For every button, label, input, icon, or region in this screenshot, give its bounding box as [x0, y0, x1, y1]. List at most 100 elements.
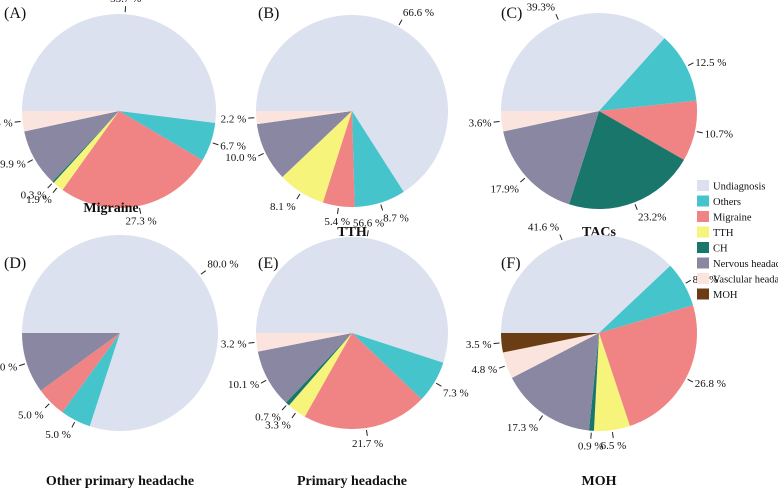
slice-undiagnosis [256, 14, 448, 192]
legend-item-moh: MOH [697, 288, 738, 301]
slice-ch [285, 333, 352, 406]
legend-swatch [697, 242, 709, 253]
chart-title: Migraine [83, 201, 138, 216]
slice-label-others: 12.5 % [695, 57, 726, 69]
panel-label: (A) [4, 5, 26, 22]
slice-vascular [502, 333, 599, 378]
legend: Undiagnosis Others Migraine TTH CH Nervous he… [697, 180, 778, 301]
slice-label-migraine: 27.3 % [126, 216, 157, 228]
label-tick-nervous [27, 159, 34, 164]
label-tick-others [685, 279, 692, 284]
slice-others [352, 333, 444, 400]
slice-label-undiagnosis: 80.0 % [207, 259, 238, 271]
slice-vascular [22, 111, 119, 132]
slice-ch [569, 111, 684, 210]
slice-vascular [256, 111, 352, 125]
slice-label-ch: 0.9 % [578, 441, 604, 453]
legend-item-ch: CH [697, 242, 728, 255]
slice-nervous [257, 333, 352, 403]
legend-swatch [697, 257, 709, 269]
slice-label-nervous: 9.9 % [0, 159, 26, 171]
label-tick-others [71, 421, 76, 428]
legend-swatch [697, 226, 709, 238]
legend-swatch [697, 273, 709, 284]
slice-label-others: 6.7 % [220, 141, 246, 153]
slice-label-tth: 6.5 % [601, 440, 627, 452]
legend-item-tth: TTH [697, 226, 734, 239]
slice-label-nervous: 10.0 % [225, 152, 256, 164]
pie-chart-other-primary-headache: 80.0 % 5.0 %5.0 % 10.0 % (D) Other primary h… [0, 234, 239, 489]
legend-swatch [697, 211, 709, 222]
label-tick-nervous [19, 363, 26, 367]
label-tick-ch [634, 204, 638, 211]
slice-label-migraine: 5.0 % [18, 409, 44, 421]
label-tick-nervous [260, 379, 267, 384]
panel-label: (E) [258, 255, 278, 272]
panel-label: (B) [258, 5, 279, 22]
pie-panels: 53.7 % 6.7 % 27.3 % 1.9 %0.3 % 9.9 % 3.5 % (A)… [0, 0, 733, 489]
legend-label: Migraine [713, 213, 752, 224]
slice-label-vascular: 3.6% [469, 117, 492, 129]
slice-moh [501, 333, 599, 353]
chart-title: TTH [337, 225, 367, 240]
pie-chart-migraine: 53.7 % 6.7 % 27.3 % 1.9 %0.3 % 9.9 % 3.5 % (A)… [0, 0, 246, 228]
slice-migraine [40, 333, 120, 413]
label-tick-tth [611, 432, 614, 439]
label-tick-vascular [14, 121, 21, 123]
label-tick-ch [47, 183, 53, 189]
slice-others [62, 333, 120, 427]
slice-others [352, 111, 404, 207]
slice-undiagnosis [22, 234, 218, 431]
slice-tth [288, 333, 352, 417]
slice-label-tth: 1.9 % [26, 194, 52, 206]
slice-migraine [62, 111, 203, 208]
slice-others [599, 265, 693, 333]
slice-label-undiagnosis: 56.6 % [353, 217, 384, 229]
slice-undiagnosis [256, 236, 448, 363]
slice-label-undiagnosis: 53.7 % [110, 0, 141, 5]
panel-label: (C) [501, 5, 522, 22]
slice-label-vascular: 2.2 % [221, 113, 247, 125]
slice-label-migraine: 21.7 % [352, 438, 383, 450]
slice-label-nervous: 10.0 % [0, 361, 17, 373]
label-tick-vascular [248, 342, 255, 344]
label-tick-migraine [138, 207, 142, 214]
slice-label-ch: 23.2% [638, 212, 666, 224]
slice-migraine [322, 111, 355, 207]
label-tick-vascular [493, 121, 500, 123]
slice-label-undiagnosis: 39.3% [527, 1, 555, 13]
panel-label: (D) [4, 255, 26, 272]
slice-label-nervous: 17.3 % [507, 422, 538, 434]
slice-undiagnosis [501, 13, 665, 111]
slice-vascular [501, 111, 599, 132]
label-tick-undiagnosis [366, 230, 369, 237]
slice-vascular [256, 333, 352, 352]
slice-label-nervous: 17.9% [490, 183, 518, 195]
slice-others [119, 111, 216, 161]
legend-label: Undiagnosis [713, 182, 766, 193]
label-tick-undiagnosis [200, 270, 207, 275]
legend-label: Others [713, 197, 741, 208]
legend-swatch [697, 180, 709, 191]
label-tick-undiagnosis [555, 13, 559, 20]
label-tick-others [435, 382, 442, 387]
slice-others [599, 38, 697, 111]
slice-tth [53, 111, 119, 190]
label-tick-tth [296, 193, 301, 200]
legend-item-nervous: Nervous headache [697, 257, 778, 270]
label-tick-tth [52, 187, 58, 193]
slice-label-ch: 0.3 % [21, 190, 47, 202]
slice-migraine [304, 333, 422, 429]
slice-undiagnosis [501, 235, 671, 333]
legend-item-migraine: Migraine [697, 211, 752, 224]
slice-label-ch: 0.7 % [255, 411, 281, 423]
label-tick-moh [493, 342, 500, 345]
chart-title: MOH [582, 474, 617, 489]
legend-label: Vasclular headache [713, 275, 778, 286]
slice-nervous [511, 333, 599, 431]
slice-label-undiagnosis: 66.6 % [403, 7, 434, 19]
label-tick-others [212, 142, 219, 146]
slice-label-others: 7.3 % [443, 387, 469, 399]
slice-nervous [24, 111, 119, 182]
